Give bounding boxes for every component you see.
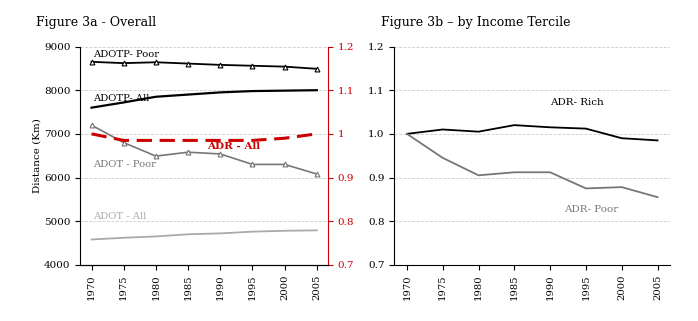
Text: ADOTP- All: ADOTP- All xyxy=(94,94,150,103)
Text: ADOT - All: ADOT - All xyxy=(94,213,147,221)
Text: ADOTP- Poor: ADOTP- Poor xyxy=(94,50,160,59)
Y-axis label: Distance (Km): Distance (Km) xyxy=(32,118,41,193)
Text: ADR - All: ADR - All xyxy=(207,142,260,151)
Text: Figure 3b – by Income Tercile: Figure 3b – by Income Tercile xyxy=(380,16,570,29)
Text: Figure 3a - Overall: Figure 3a - Overall xyxy=(36,16,156,29)
Text: ADOT - Poor: ADOT - Poor xyxy=(94,160,156,169)
Text: ADR- Rich: ADR- Rich xyxy=(550,99,604,108)
Text: ADR- Poor: ADR- Poor xyxy=(565,204,618,213)
